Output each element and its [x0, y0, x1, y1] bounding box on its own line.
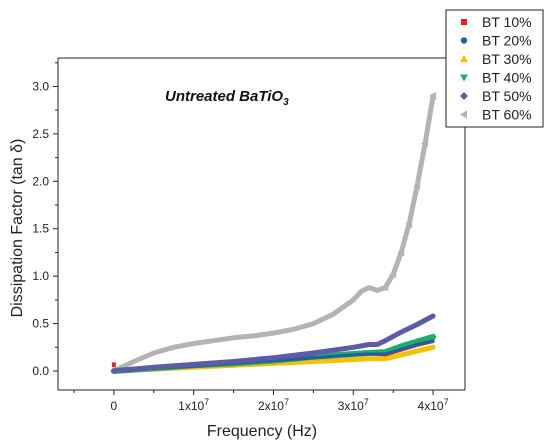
- axes: 0.0 0.5 1.0 1.5 2.0 2.5 3.0 0 1x107 2x107 3x107 4x1…: [32, 57, 466, 413]
- y-tick-label: 2.5: [32, 127, 49, 141]
- y-tick-label: 1.5: [32, 222, 49, 236]
- legend-marker-triangle-down: [460, 74, 468, 82]
- data-point-bt10: [111, 362, 116, 368]
- series-line-bt60: [111, 93, 436, 374]
- series-line-bt50: [111, 313, 436, 374]
- legend-marker-triangle-left: [460, 110, 467, 119]
- y-tick-label: 0.5: [32, 317, 49, 331]
- plot-area: [110, 91, 437, 374]
- x-tick-label: 1x107: [178, 397, 209, 413]
- data-point-bt60: [429, 91, 437, 100]
- legend-box: [445, 9, 544, 128]
- data-point-bt60: [405, 220, 413, 228]
- x-tick-label: 0: [111, 399, 118, 413]
- x-tick-label: 3x107: [338, 397, 369, 413]
- data-point-bt60: [389, 270, 397, 279]
- chart-annotation: Untreated BaTiO3: [165, 88, 289, 108]
- x-tick-label: 4x107: [418, 397, 449, 413]
- data-point-bt60: [381, 283, 389, 292]
- legend-label: BT 60%: [482, 107, 532, 123]
- data-point-bt60: [413, 182, 421, 191]
- legend-marker-square: [461, 19, 467, 25]
- legend-label: BT 20%: [482, 33, 532, 49]
- data-point-bt60: [421, 139, 429, 148]
- legend-label: BT 30%: [482, 51, 532, 67]
- y-tick-label: 2.0: [32, 174, 49, 188]
- legend-marker-diamond: [460, 92, 468, 100]
- legend-label: BT 50%: [482, 88, 532, 104]
- x-tick-label: 2x107: [258, 397, 289, 413]
- y-axis-title: Dissipation Factor (tan δ): [9, 139, 26, 318]
- y-tick-label: 1.0: [32, 269, 49, 283]
- data-point-bt60: [397, 248, 405, 257]
- y-tick-label: 3.0: [32, 79, 49, 93]
- annotation-subscript: 3: [283, 97, 289, 108]
- legend-marker-circle: [460, 37, 468, 44]
- legend-label: BT 40%: [482, 70, 532, 86]
- legend-label: BT 10%: [482, 14, 532, 30]
- legend-marker-triangle-up: [460, 55, 468, 62]
- x-axis-title: Frequency (Hz): [207, 423, 317, 440]
- y-tick-label: 0.0: [32, 364, 49, 378]
- legend: BT 10% BT 20% BT 30% BT 40% BT 50% BT 60%: [445, 9, 544, 128]
